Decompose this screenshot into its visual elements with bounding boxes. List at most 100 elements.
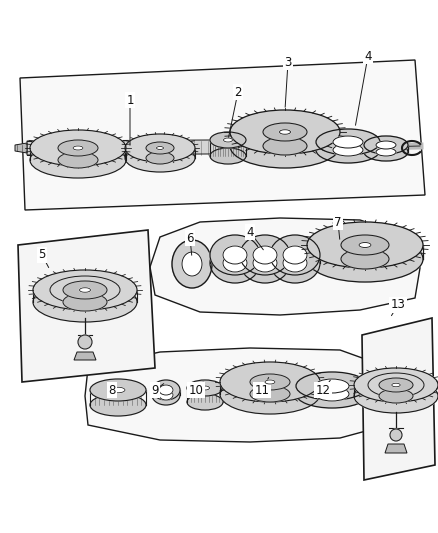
Ellipse shape [90,379,146,401]
Text: 4: 4 [364,50,372,62]
Ellipse shape [172,240,212,288]
Ellipse shape [283,246,307,264]
Ellipse shape [296,372,368,400]
Ellipse shape [30,142,126,178]
Ellipse shape [354,368,438,402]
Circle shape [78,335,92,349]
Ellipse shape [210,132,246,148]
Polygon shape [15,143,27,153]
Ellipse shape [33,282,137,322]
Polygon shape [150,218,420,315]
Ellipse shape [210,235,260,275]
Ellipse shape [240,243,290,283]
Text: 2: 2 [234,85,242,99]
Ellipse shape [341,235,389,255]
Ellipse shape [392,383,400,387]
Ellipse shape [152,385,180,405]
Ellipse shape [111,387,125,393]
Ellipse shape [263,137,307,155]
Polygon shape [27,139,385,155]
Ellipse shape [210,243,260,283]
Text: 10: 10 [189,384,203,397]
Ellipse shape [364,136,408,154]
Ellipse shape [315,387,349,401]
Ellipse shape [90,394,146,416]
Text: 4: 4 [246,225,254,238]
Ellipse shape [307,222,423,268]
Text: 12: 12 [315,384,331,397]
Ellipse shape [315,379,349,393]
Ellipse shape [341,249,389,269]
Ellipse shape [307,236,423,282]
Ellipse shape [125,134,195,162]
Ellipse shape [146,142,174,154]
Ellipse shape [80,288,91,292]
Text: 3: 3 [284,55,292,69]
Text: 9: 9 [151,384,159,397]
Polygon shape [385,444,407,453]
Ellipse shape [316,129,380,155]
Circle shape [390,429,402,441]
Text: 8: 8 [108,384,116,397]
Ellipse shape [58,152,98,168]
Ellipse shape [223,254,247,272]
Ellipse shape [220,362,320,402]
Ellipse shape [182,252,202,276]
Ellipse shape [230,124,340,168]
Ellipse shape [240,235,290,275]
Ellipse shape [354,379,438,413]
Ellipse shape [159,385,173,395]
Ellipse shape [263,123,307,141]
Ellipse shape [265,380,275,384]
Ellipse shape [50,276,120,304]
Ellipse shape [30,130,126,166]
Ellipse shape [368,373,424,397]
Ellipse shape [152,380,180,400]
Ellipse shape [364,143,408,161]
Ellipse shape [33,270,137,310]
Ellipse shape [223,138,233,142]
Ellipse shape [230,110,340,154]
Polygon shape [85,348,393,442]
Text: 13: 13 [391,298,406,311]
Ellipse shape [210,148,246,164]
Ellipse shape [201,386,209,390]
Ellipse shape [253,254,277,272]
Ellipse shape [125,144,195,172]
Polygon shape [18,230,155,382]
Ellipse shape [359,243,371,247]
Text: 11: 11 [254,384,269,397]
Ellipse shape [187,380,223,396]
Ellipse shape [296,380,368,408]
Ellipse shape [333,136,363,148]
Ellipse shape [63,293,107,311]
Ellipse shape [253,246,277,264]
Ellipse shape [250,374,290,390]
Ellipse shape [146,152,174,164]
Ellipse shape [270,243,320,283]
Ellipse shape [376,141,396,149]
Text: 1: 1 [126,93,134,107]
Text: 6: 6 [186,231,194,245]
Ellipse shape [316,137,380,163]
Polygon shape [20,60,425,210]
Ellipse shape [283,254,307,272]
Ellipse shape [376,148,396,156]
Ellipse shape [159,390,173,400]
Ellipse shape [270,235,320,275]
Ellipse shape [63,281,107,299]
Polygon shape [362,318,435,480]
Ellipse shape [223,246,247,264]
Ellipse shape [379,389,413,403]
Polygon shape [74,352,96,360]
Ellipse shape [250,386,290,402]
Text: 7: 7 [334,215,342,229]
Ellipse shape [279,130,290,134]
Ellipse shape [156,147,163,149]
Ellipse shape [379,378,413,392]
Ellipse shape [333,144,363,156]
Ellipse shape [73,146,83,150]
Ellipse shape [187,394,223,410]
Ellipse shape [58,140,98,156]
Ellipse shape [220,374,320,414]
